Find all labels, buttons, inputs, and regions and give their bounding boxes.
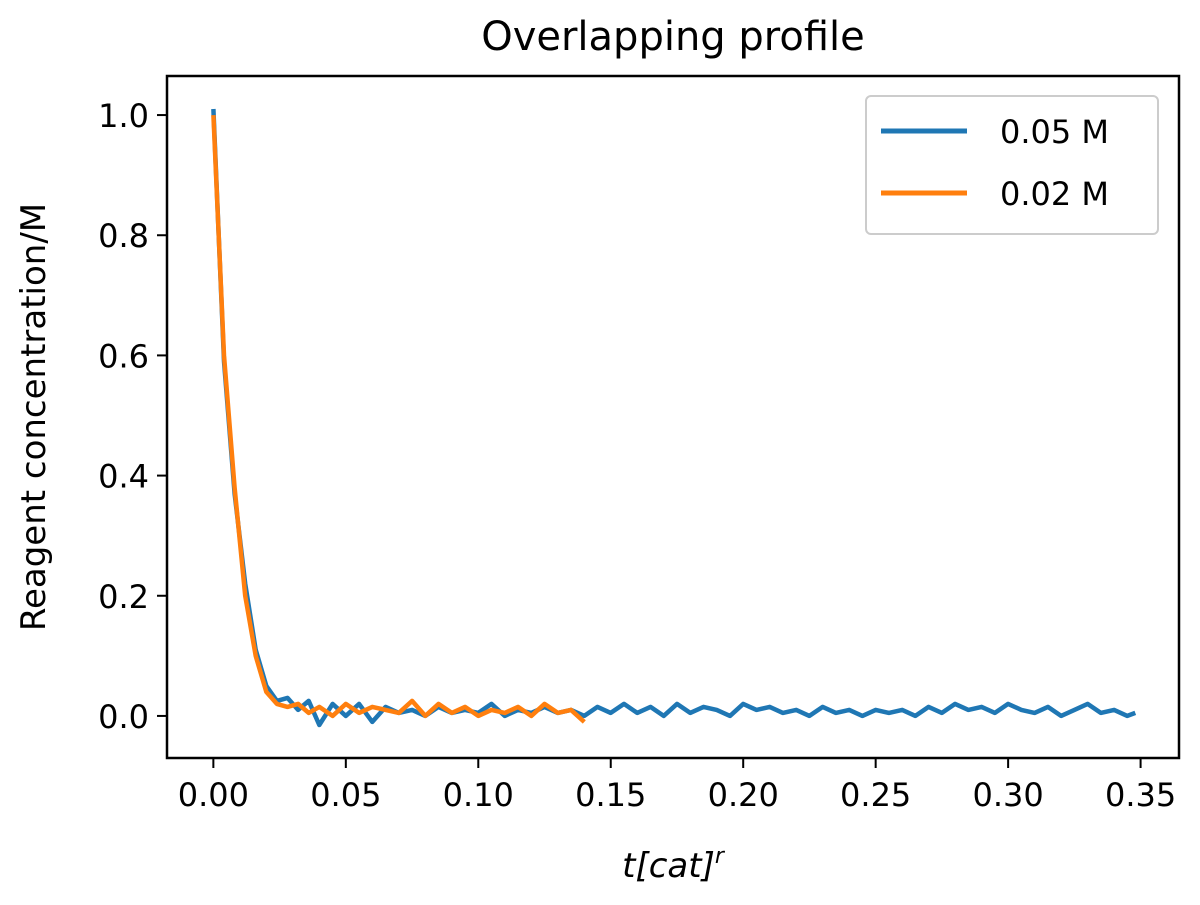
y-axis-label: Reagent concentration/M <box>14 203 54 631</box>
x-tick-label: 0.10 <box>443 776 514 814</box>
plot-frame <box>165 74 1181 760</box>
y-tick-label: 0.0 <box>98 698 149 736</box>
chart-title: Overlapping profile <box>481 14 865 60</box>
plot-area <box>165 74 1181 760</box>
x-tick-label: 0.15 <box>575 776 646 814</box>
y-tick-label: 0.8 <box>98 217 149 255</box>
y-axis-ticks: 0.0 0.2 0.4 0.6 0.8 1.0 <box>98 97 167 736</box>
x-tick-label: 0.30 <box>973 776 1044 814</box>
x-tick-label: 0.35 <box>1105 776 1176 814</box>
y-tick-label: 0.6 <box>98 337 149 375</box>
x-tick-label: 0.25 <box>840 776 911 814</box>
legend: 0.05 M 0.02 M <box>865 95 1159 235</box>
x-tick-label: 0.05 <box>310 776 381 814</box>
x-axis-label-base: t[cat] <box>622 846 715 886</box>
y-tick-label: 1.0 <box>98 97 149 135</box>
legend-label-1: 0.02 M <box>1000 175 1109 213</box>
series-line-1 <box>211 115 586 724</box>
series-layer <box>211 108 1137 728</box>
x-axis-ticks: 0.00 0.05 0.10 0.15 0.20 0.25 0.30 0.35 <box>178 758 1176 814</box>
x-axis-label: t[cat]r <box>622 844 726 886</box>
series-line-0 <box>211 108 1137 728</box>
y-tick-label: 0.2 <box>98 578 149 616</box>
x-axis-label-superscript: r <box>715 844 726 869</box>
x-tick-label: 0.00 <box>178 776 249 814</box>
legend-label-0: 0.05 M <box>1000 113 1109 151</box>
x-tick-label: 0.20 <box>708 776 779 814</box>
y-tick-label: 0.4 <box>98 458 149 496</box>
